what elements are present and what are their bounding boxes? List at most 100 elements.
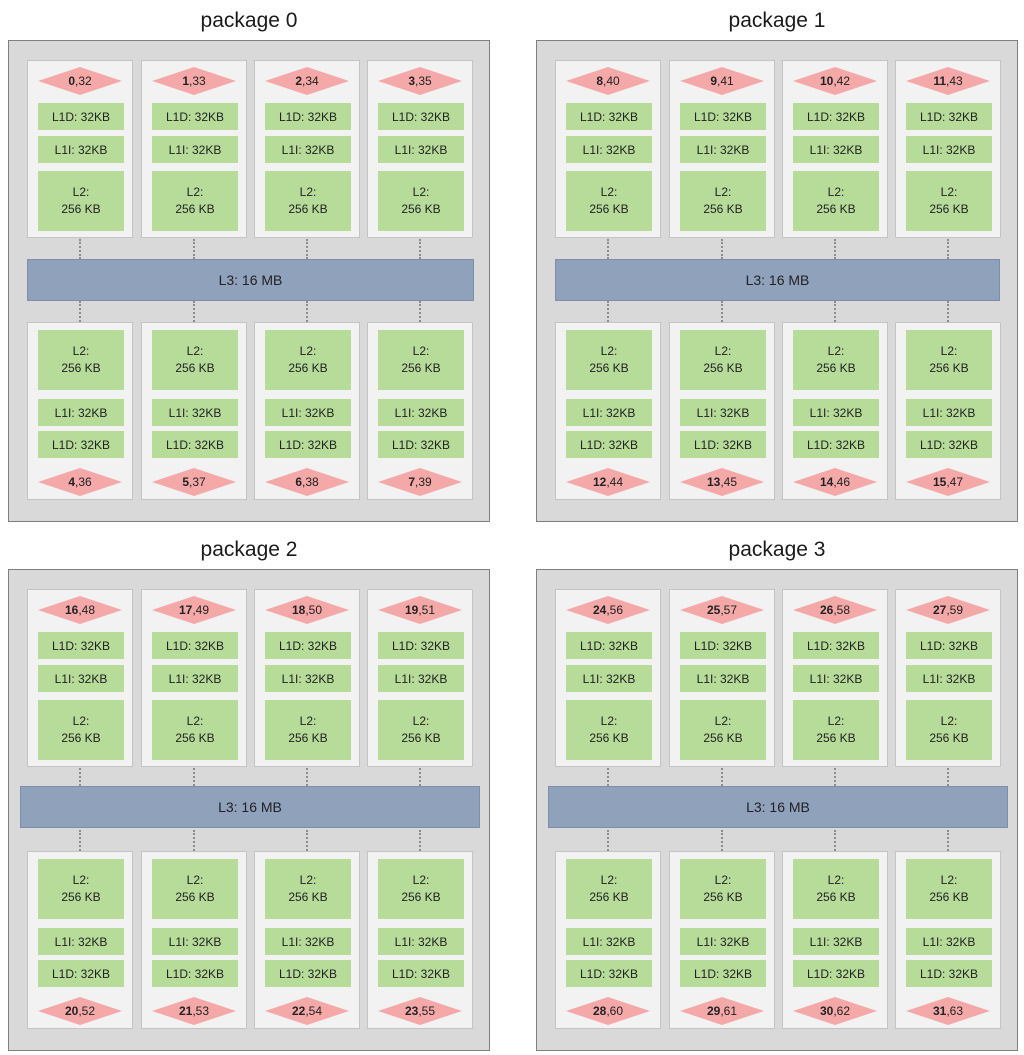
l2-size: 256 KB xyxy=(929,890,969,904)
l1i-cache: L1I: 32KB xyxy=(265,136,351,163)
l2-cache: L2: 256 KB xyxy=(378,859,464,919)
l1i-cache: L1I: 32KB xyxy=(680,399,766,426)
l2-label: L2: xyxy=(827,344,845,358)
l2-label: L2: xyxy=(186,185,204,199)
cpu-core: 26,58 L1D: 32KB L1I: 32KB L2: 256 KB xyxy=(782,589,888,767)
l3-l2-connector xyxy=(947,301,949,322)
l1i-cache: L1I: 32KB xyxy=(152,928,238,955)
l2-label: L2: xyxy=(714,185,732,199)
l2-label: L2: xyxy=(186,873,204,887)
l1d-cache: L1D: 32KB xyxy=(566,103,652,130)
l2-size: 256 KB xyxy=(401,361,441,375)
l3-l2-connector xyxy=(607,301,609,322)
l2-label: L2: xyxy=(412,873,430,887)
l2-label: L2: xyxy=(600,873,618,887)
cpu-core: 9,41 L1D: 32KB L1I: 32KB L2: 256 KB xyxy=(669,60,775,238)
l2-size: 256 KB xyxy=(288,731,328,745)
sibling-thread-id: ,57 xyxy=(720,603,738,617)
l2-label: L2: xyxy=(827,714,845,728)
l2-cache: L2: 256 KB xyxy=(152,700,238,760)
l2-size: 256 KB xyxy=(816,202,856,216)
thread-id-diamond: 28,60 xyxy=(566,997,650,1025)
l1i-cache: L1I: 32KB xyxy=(906,399,992,426)
thread-id-diamond: 20,52 xyxy=(38,997,122,1025)
primary-thread-id: 26 xyxy=(819,603,834,617)
l2-size: 256 KB xyxy=(401,731,441,745)
l3-cache: L3: 16 MB xyxy=(555,259,1000,301)
thread-id-diamond: 11,43 xyxy=(906,67,990,95)
sibling-thread-id: ,44 xyxy=(606,475,624,489)
l1i-cache: L1I: 32KB xyxy=(152,136,238,163)
thread-id-diamond: 4,36 xyxy=(38,468,122,496)
l1i-cache: L1I: 32KB xyxy=(680,928,766,955)
l2-size: 256 KB xyxy=(929,731,969,745)
l2-size: 256 KB xyxy=(288,890,328,904)
l2-cache: L2: 256 KB xyxy=(680,330,766,390)
primary-thread-id: 24 xyxy=(592,603,607,617)
package-box: 0,32 L1D: 32KB L1I: 32KB L2: 256 KB 1,33 L1D: … xyxy=(8,40,490,522)
l2-size: 256 KB xyxy=(175,361,215,375)
cpu-core: 11,43 L1D: 32KB L1I: 32KB L2: 256 KB xyxy=(895,60,1001,238)
l2-size: 256 KB xyxy=(589,361,629,375)
l3-cache: L3: 16 MB xyxy=(548,786,1008,828)
l2-label: L2: xyxy=(714,714,732,728)
l1d-cache: L1D: 32KB xyxy=(152,103,238,130)
l1i-cache: L1I: 32KB xyxy=(906,928,992,955)
l1i-cache: L1I: 32KB xyxy=(566,399,652,426)
primary-thread-id: 11 xyxy=(933,74,946,88)
cpu-core: L2: 256 KB L1I: 32KB L1D: 32KB 4,36 xyxy=(27,322,133,500)
l2-size: 256 KB xyxy=(401,202,441,216)
l2-label: L2: xyxy=(827,185,845,199)
l1d-cache: L1D: 32KB xyxy=(906,632,992,659)
l2-size: 256 KB xyxy=(288,202,328,216)
package-title: package 1 xyxy=(728,9,826,32)
l2-cache: L2: 256 KB xyxy=(566,700,652,760)
l1d-cache: L1D: 32KB xyxy=(265,431,351,458)
cpu-core: L2: 256 KB L1I: 32KB L1D: 32KB 7,39 xyxy=(367,322,473,500)
l2-cache: L2: 256 KB xyxy=(265,330,351,390)
cpu-core: 27,59 L1D: 32KB L1I: 32KB L2: 256 KB xyxy=(895,589,1001,767)
l3-l2-connector xyxy=(419,830,421,851)
sibling-thread-id: ,33 xyxy=(189,74,206,88)
sibling-thread-id: ,35 xyxy=(415,74,432,88)
l2-label: L2: xyxy=(72,185,90,199)
l1i-cache: L1I: 32KB xyxy=(152,665,238,692)
l3-l2-connector xyxy=(193,830,195,851)
thread-id-diamond: 7,39 xyxy=(378,468,462,496)
l2-l3-connector xyxy=(419,768,421,786)
l2-l3-connector xyxy=(193,768,195,786)
l2-l3-connector xyxy=(607,239,609,259)
l1d-cache: L1D: 32KB xyxy=(566,960,652,987)
thread-id-diamond: 3,35 xyxy=(378,67,462,95)
thread-id-diamond: 9,41 xyxy=(680,67,764,95)
l2-label: L2: xyxy=(600,185,618,199)
primary-thread-id: 0 xyxy=(68,74,75,88)
cpu-core: L2: 256 KB L1I: 32KB L1D: 32KB 13,45 xyxy=(669,322,775,500)
l2-l3-connector xyxy=(834,239,836,259)
thread-id-diamond: 5,37 xyxy=(152,468,236,496)
l3-l2-connector xyxy=(947,830,949,851)
l2-l3-connector xyxy=(79,239,81,259)
l2-cache: L2: 256 KB xyxy=(793,700,879,760)
l2-l3-connector xyxy=(834,768,836,786)
cpu-core: L2: 256 KB L1I: 32KB L1D: 32KB 29,61 xyxy=(669,851,775,1029)
l2-label: L2: xyxy=(186,714,204,728)
l2-cache: L2: 256 KB xyxy=(265,859,351,919)
l2-l3-connector xyxy=(607,768,609,786)
sibling-thread-id: ,43 xyxy=(946,74,963,88)
primary-thread-id: 5 xyxy=(182,475,189,489)
l2-cache: L2: 256 KB xyxy=(680,171,766,231)
primary-thread-id: 4 xyxy=(68,475,75,489)
thread-id-diamond: 19,51 xyxy=(378,596,462,624)
l1i-cache: L1I: 32KB xyxy=(378,665,464,692)
sibling-thread-id: ,46 xyxy=(833,475,851,489)
primary-thread-id: 28 xyxy=(592,1004,607,1018)
l2-cache: L2: 256 KB xyxy=(793,171,879,231)
primary-thread-id: 13 xyxy=(706,475,721,489)
thread-id-diamond: 22,54 xyxy=(265,997,349,1025)
thread-id-diamond: 21,53 xyxy=(152,997,236,1025)
cpu-core: L2: 256 KB L1I: 32KB L1D: 32KB 14,46 xyxy=(782,322,888,500)
l2-cache: L2: 256 KB xyxy=(38,700,124,760)
primary-thread-id: 14 xyxy=(819,475,834,489)
primary-thread-id: 6 xyxy=(295,475,302,489)
